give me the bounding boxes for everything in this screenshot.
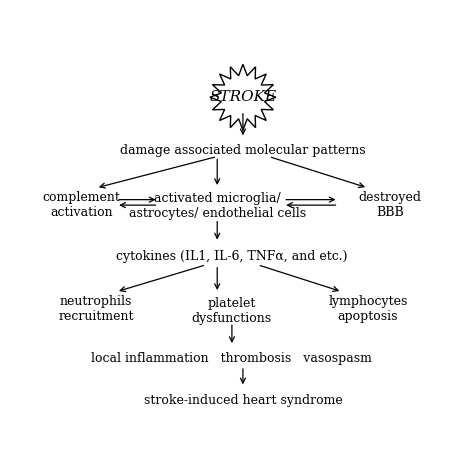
Text: destroyed
BBB: destroyed BBB <box>358 191 421 219</box>
Text: stroke-induced heart syndrome: stroke-induced heart syndrome <box>144 394 342 407</box>
Polygon shape <box>210 64 276 130</box>
Text: damage associated molecular patterns: damage associated molecular patterns <box>120 144 366 157</box>
Text: local inflammation   thrombosis   vasospasm: local inflammation thrombosis vasospasm <box>91 352 373 365</box>
Text: STROKE: STROKE <box>210 90 276 104</box>
Text: neutrophils
recruitment: neutrophils recruitment <box>58 295 134 323</box>
Text: cytokines (IL1, IL-6, TNFα, and etc.): cytokines (IL1, IL-6, TNFα, and etc.) <box>116 250 347 263</box>
Text: complement
activation: complement activation <box>42 191 120 219</box>
Text: platelet
dysfunctions: platelet dysfunctions <box>192 297 272 325</box>
Text: lymphocytes
apoptosis: lymphocytes apoptosis <box>328 295 408 323</box>
Text: activated microglia/
astrocytes/ endothelial cells: activated microglia/ astrocytes/ endothe… <box>128 192 306 220</box>
